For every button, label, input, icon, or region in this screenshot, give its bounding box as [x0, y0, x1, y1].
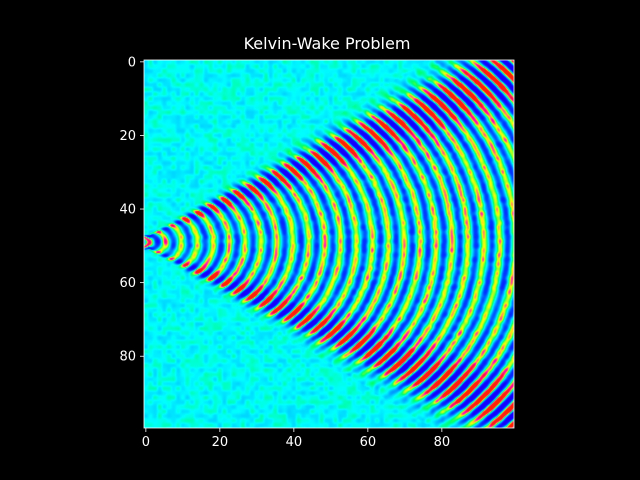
heatmap-canvas — [144, 60, 514, 428]
x-tick-label: 20 — [212, 435, 229, 450]
y-axis: 0 20 40 60 80 — [119, 55, 144, 365]
x-tick-label: 0 — [142, 435, 150, 450]
x-tick-label: 40 — [286, 435, 303, 450]
x-tick-label: 80 — [434, 435, 451, 450]
y-tick-label: 20 — [119, 129, 136, 144]
x-axis: 0 20 40 60 80 — [142, 428, 450, 450]
plot-frame — [143, 59, 515, 429]
y-tick-label: 60 — [119, 276, 136, 291]
x-tick-label: 60 — [360, 435, 377, 450]
y-tick-label: 0 — [128, 55, 136, 70]
heatmap-plot-area — [144, 60, 514, 428]
chart-title: Kelvin-Wake Problem — [244, 34, 411, 53]
y-tick-label: 80 — [119, 350, 136, 365]
y-tick-label: 40 — [119, 203, 136, 218]
